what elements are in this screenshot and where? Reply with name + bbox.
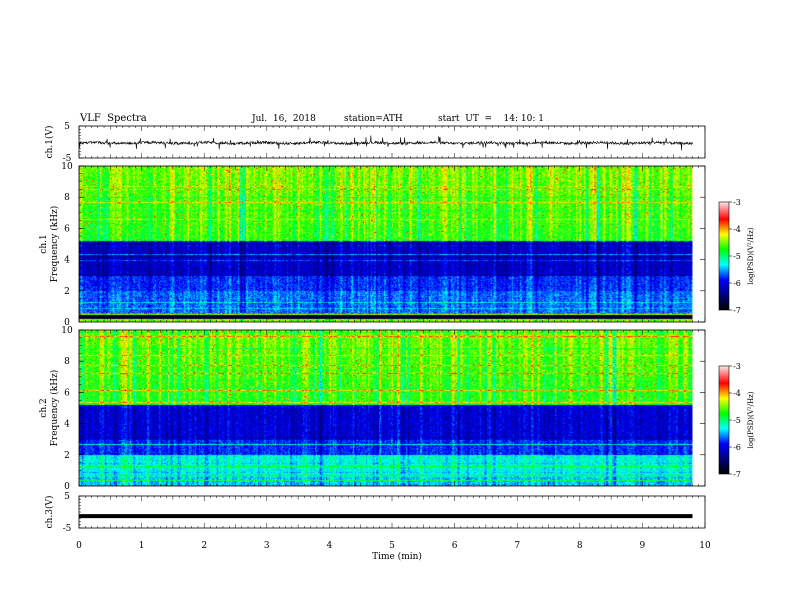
y-axis-label: ch.3(V) bbox=[44, 496, 55, 529]
y-tick-label: 10 bbox=[61, 162, 73, 172]
colorbar-tick-label: -3 bbox=[733, 362, 741, 371]
ch1-waveform-trace bbox=[78, 135, 693, 151]
y-axis-label: ch.1(V) bbox=[44, 126, 55, 159]
colorbar bbox=[718, 201, 730, 311]
colorbar-tick-label: -5 bbox=[733, 252, 741, 261]
x-axis-label: Time (min) bbox=[372, 551, 422, 562]
x-tick-label: 0 bbox=[76, 541, 82, 551]
colorbar bbox=[718, 365, 730, 475]
channel-label: ch.1 bbox=[39, 234, 49, 253]
y-tick-label: 5 bbox=[64, 492, 70, 502]
ch1-spectrogram-image bbox=[79, 166, 693, 322]
channel-label: ch.2 bbox=[39, 398, 49, 417]
y-tick-label: 0 bbox=[64, 482, 70, 492]
y-tick-label: 2 bbox=[64, 451, 70, 461]
colorbar-label: log(PSD)(V²/Hz) bbox=[747, 391, 755, 448]
x-tick-label: 7 bbox=[514, 541, 520, 551]
y-tick-label: 10 bbox=[61, 326, 73, 336]
start-time-label: start UT = 14: 10: 1 bbox=[438, 114, 544, 124]
y-tick-label: 6 bbox=[64, 388, 70, 398]
y-tick-label: 8 bbox=[64, 357, 70, 367]
y-tick-label: 2 bbox=[64, 287, 70, 297]
colorbar-tick-label: -7 bbox=[733, 470, 741, 479]
x-tick-label: 1 bbox=[139, 541, 145, 551]
x-tick-label: 5 bbox=[389, 541, 395, 551]
colorbar-tick-label: -6 bbox=[733, 279, 741, 288]
ch2-spectrogram-image bbox=[79, 330, 693, 486]
y-tick-label: 0 bbox=[64, 318, 70, 328]
station-label: station=ATH bbox=[344, 114, 403, 124]
y-tick-label: 8 bbox=[64, 193, 70, 203]
colorbar-tick-label: -3 bbox=[733, 198, 741, 207]
colorbar-label: log(PSD)(V²/Hz) bbox=[747, 227, 755, 284]
y-tick-label: 4 bbox=[64, 420, 70, 430]
x-tick-label: 9 bbox=[640, 541, 646, 551]
colorbar-tick-label: -6 bbox=[733, 443, 741, 452]
x-tick-label: 8 bbox=[577, 541, 583, 551]
y-tick-label: -5 bbox=[63, 524, 72, 534]
y-axis-label: Frequency (kHz) bbox=[49, 206, 60, 283]
x-tick-label: 10 bbox=[699, 541, 711, 551]
y-tick-label: -5 bbox=[63, 154, 72, 164]
y-tick-label: 4 bbox=[64, 256, 70, 266]
y-tick-label: 5 bbox=[64, 122, 70, 132]
y-tick-label: 6 bbox=[64, 224, 70, 234]
date-label: Jul. 16, 2018 bbox=[252, 114, 316, 124]
x-tick-label: 6 bbox=[452, 541, 458, 551]
colorbar-tick-label: -4 bbox=[733, 225, 741, 234]
chart-title: VLF Spectra bbox=[80, 113, 147, 124]
colorbar-tick-label: -7 bbox=[733, 306, 741, 315]
y-axis-label: Frequency (kHz) bbox=[49, 370, 60, 447]
x-tick-label: 3 bbox=[264, 541, 270, 551]
colorbar-tick-label: -4 bbox=[733, 389, 741, 398]
x-tick-label: 2 bbox=[201, 541, 207, 551]
x-tick-label: 4 bbox=[327, 541, 333, 551]
colorbar-tick-label: -5 bbox=[733, 416, 741, 425]
